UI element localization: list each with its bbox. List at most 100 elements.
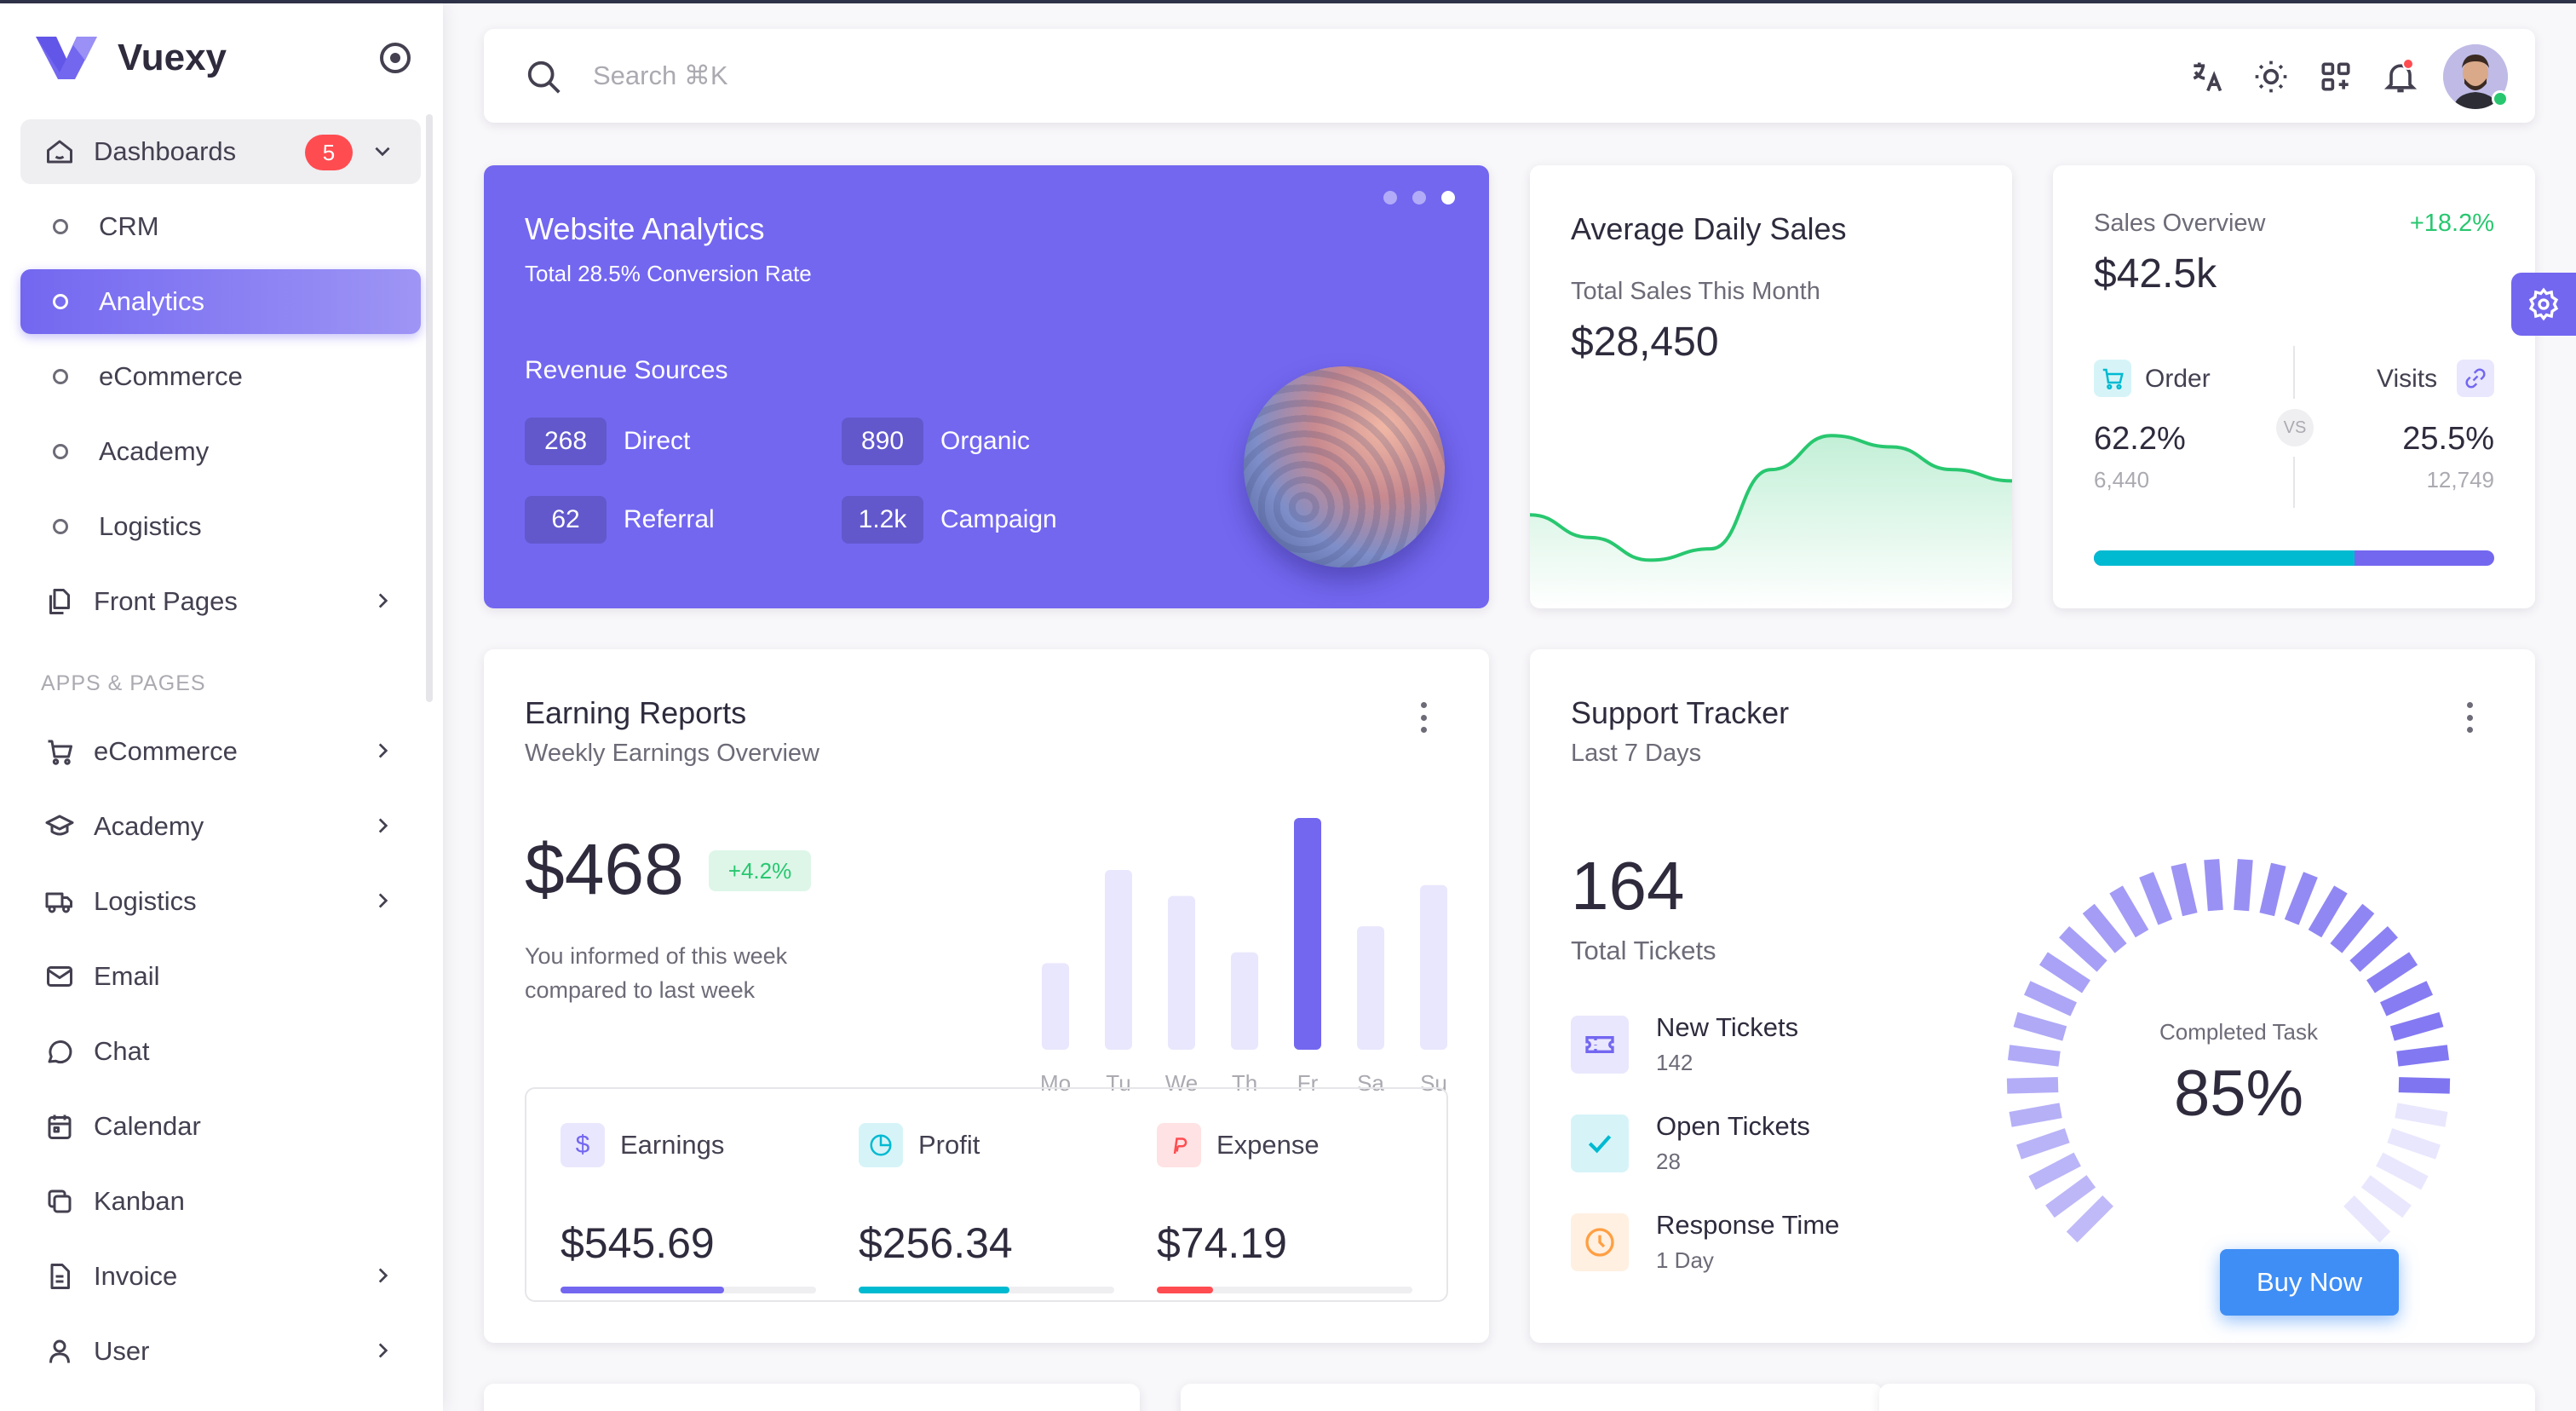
gauge-segment (2204, 859, 2223, 912)
revenue-source-referral: 62 Referral (525, 496, 715, 544)
open-tickets-row: Open Tickets 28 (1571, 1111, 1912, 1179)
carousel-dot[interactable] (1412, 191, 1426, 204)
chevron-right-icon (378, 1268, 388, 1283)
section-title-apps-pages: APPS & PAGES (41, 671, 206, 695)
order-count: 6,440 (2094, 467, 2150, 492)
website-analytics-card: Website Analytics Total 28.5% Conversion… (484, 165, 1489, 608)
weekly-earnings-amount: $468 (525, 829, 684, 909)
mail-icon (43, 959, 77, 993)
sidebar-item-ecommerce-dashboard[interactable]: eCommerce (20, 344, 421, 409)
sidebar-item-logistics[interactable]: Logistics (20, 869, 421, 934)
bottom-card (1879, 1384, 2535, 1411)
earnings-summary-box: $ Earnings $545.69 Profit $256.34 Expens… (525, 1087, 1448, 1302)
buy-now-button[interactable]: Buy Now (2220, 1249, 2399, 1316)
row-label: New Tickets (1656, 1012, 1799, 1042)
check-icon (1571, 1114, 1629, 1172)
order-visits-progress (2094, 550, 2494, 566)
more-options-icon[interactable] (1419, 702, 1428, 733)
carousel-dot[interactable] (1383, 191, 1397, 204)
more-options-icon[interactable] (2465, 702, 2474, 733)
theme-customizer-button[interactable] (2511, 273, 2576, 336)
bar-fr (1294, 818, 1321, 1050)
sales-area-fill (1530, 435, 2012, 608)
sidebar-item-analytics[interactable]: Analytics (20, 269, 421, 334)
gauge-label: Completed Task (2159, 1019, 2318, 1045)
sidebar-toggle-icon[interactable] (380, 43, 411, 73)
sidebar-item-chat[interactable]: Chat (20, 1019, 421, 1084)
carousel-indicators[interactable] (1383, 191, 1455, 204)
apps-grid-icon[interactable] (2317, 58, 2355, 95)
card-subtitle: Total 28.5% Conversion Rate (525, 261, 812, 286)
card-title: Website Analytics (525, 211, 765, 246)
earnings-change-badge: +4.2% (709, 850, 811, 891)
sidebar-item-invoice[interactable]: Invoice (20, 1244, 421, 1309)
sidebar-item-user[interactable]: User (20, 1319, 421, 1384)
chevron-right-icon (378, 1343, 388, 1358)
progress-fill (561, 1287, 724, 1293)
search-icon[interactable] (525, 58, 564, 97)
translate-icon[interactable] (2188, 58, 2225, 95)
avatar[interactable] (2443, 44, 2508, 109)
revenue-source-organic: 890 Organic (842, 418, 1030, 465)
clock-icon (1571, 1213, 1629, 1271)
gauge-value: 85% (2173, 1057, 2304, 1130)
sidebar-item-academy[interactable]: Academy (20, 794, 421, 859)
progress-track (561, 1287, 816, 1293)
gauge-segment (2016, 1128, 2070, 1160)
sidebar-item-kanban[interactable]: Kanban (20, 1169, 421, 1234)
sidebar-item-logistics-dashboard[interactable]: Logistics (20, 494, 421, 559)
brand-name: Vuexy (118, 37, 227, 78)
new-tickets-row: New Tickets 142 (1571, 1012, 1912, 1080)
divider (2293, 457, 2295, 508)
sidebar-item-ecommerce[interactable]: eCommerce (20, 719, 421, 784)
x-tick-label: Th (1232, 1070, 1257, 1096)
search-input[interactable] (593, 53, 1360, 99)
sidebar-item-label: Academy (99, 436, 210, 466)
card-title: Sales Overview (2094, 210, 2266, 237)
gauge-segment (2171, 862, 2198, 917)
user-icon (43, 1334, 77, 1368)
sidebar-item-label: Calendar (94, 1111, 201, 1141)
chevron-down-icon (375, 147, 390, 157)
gauge-segment (2007, 1045, 2061, 1067)
gauge-segment (2366, 952, 2418, 993)
bottom-card (1181, 1384, 1883, 1411)
chevron-right-icon (378, 818, 388, 833)
source-value: 1.2k (842, 496, 923, 544)
visits-count: 12,749 (2426, 467, 2494, 492)
sun-icon[interactable] (2252, 58, 2290, 95)
vs-badge: VS (2276, 409, 2314, 446)
brand[interactable]: Vuexy (34, 32, 227, 84)
revenue-source-campaign: 1.2k Campaign (842, 496, 1057, 544)
order-label: Order (2145, 365, 2211, 393)
sidebar: Vuexy Dashboards 5 CRM Analytics eCommer… (0, 3, 443, 1411)
gauge-segment (2387, 1128, 2441, 1160)
x-tick-label: Mo (1040, 1070, 1071, 1096)
user-avatar-image (2443, 44, 2508, 109)
gauge-segment (2013, 1011, 2067, 1041)
link-icon (2457, 360, 2494, 397)
sidebar-item-label: Invoice (94, 1261, 178, 1291)
sidebar-item-front-pages[interactable]: Front Pages (20, 569, 421, 634)
pie-chart-icon (859, 1123, 903, 1167)
sidebar-item-dashboards[interactable]: Dashboards 5 (20, 119, 421, 184)
gauge-segment (2259, 862, 2286, 917)
progress-fill (859, 1287, 1009, 1293)
chevron-right-icon (378, 743, 388, 758)
vuexy-logo-icon (36, 37, 97, 79)
sidebar-item-label: eCommerce (94, 736, 238, 766)
bar-sa (1357, 926, 1384, 1050)
x-tick-label: Sa (1357, 1070, 1384, 1096)
gauge-segment (2234, 859, 2253, 912)
sidebar-item-email[interactable]: Email (20, 944, 421, 1009)
carousel-dot-active[interactable] (1441, 191, 1455, 204)
sidebar-scrollbar[interactable] (426, 114, 433, 702)
sidebar-item-calendar[interactable]: Calendar (20, 1094, 421, 1159)
circle-icon (53, 369, 68, 384)
bottom-card (484, 1384, 1140, 1411)
gauge-segment (2139, 872, 2173, 925)
stat-value: $545.69 (561, 1219, 715, 1267)
sidebar-item-crm[interactable]: CRM (20, 194, 421, 259)
sidebar-item-academy-dashboard[interactable]: Academy (20, 419, 421, 484)
sales-line (1530, 434, 2012, 562)
